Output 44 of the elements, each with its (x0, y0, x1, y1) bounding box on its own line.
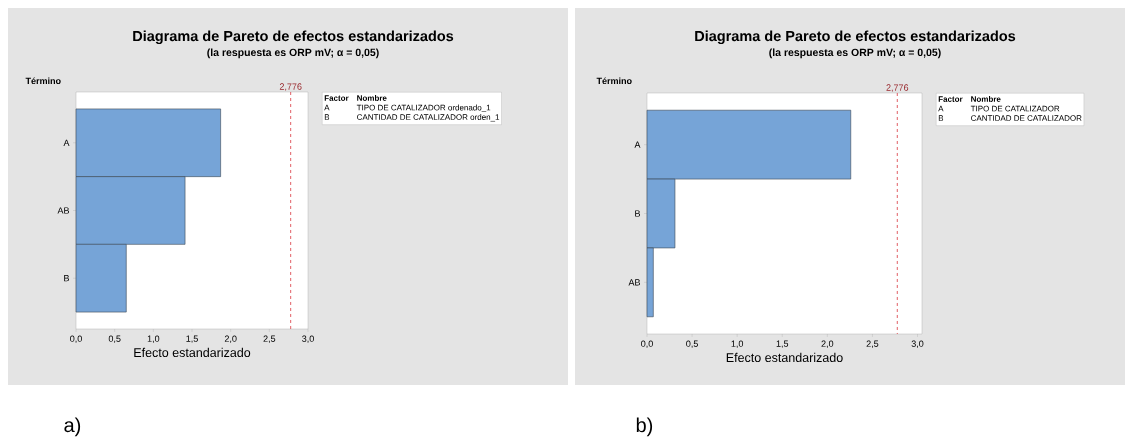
text: TIPO DE CATALIZADOR (970, 105, 1060, 112)
text: b) (636, 417, 653, 437)
x-tick-label: 1,5 (186, 335, 198, 343)
chart-title: Diagrama de Pareto de efectos estandarizados (695, 30, 1016, 45)
y-tick-label: AB (57, 207, 70, 214)
x-tick-label: 0,0 (641, 340, 653, 348)
text: Factor (938, 96, 963, 102)
text: CANTIDAD DE CATALIZADOR orden_1 (357, 114, 500, 122)
y-tick-label: AB (628, 279, 641, 286)
chart-subtitle: (la respuesta es ORP mV; α = 0,05) (769, 48, 941, 59)
text: A (938, 105, 944, 112)
text: TIPO DE CATALIZADOR ordenado_1 (356, 104, 491, 112)
ref-line-label: 2,776 (886, 84, 909, 92)
chart-title: Diagrama de Pareto de efectos estandarizados (133, 30, 454, 45)
y-axis-title: Término (25, 77, 61, 85)
y-axis-title: Término (596, 77, 632, 85)
text: a) (64, 417, 81, 437)
text: B (324, 114, 330, 120)
x-tick-label: 0,5 (686, 340, 698, 348)
text: Factor (324, 95, 349, 101)
x-tick-label: 2,0 (821, 340, 834, 348)
text: Nombre (357, 95, 387, 101)
y-tick-label: A (634, 141, 641, 148)
x-tick-label: 1,5 (776, 340, 789, 348)
y-tick-label: B (64, 275, 70, 282)
text: Nombre (971, 96, 1001, 102)
x-tick-label: 3,0 (911, 340, 924, 348)
x-tick-label: 2,5 (263, 335, 276, 343)
x-tick-label: 2,5 (866, 340, 879, 348)
y-tick-label: A (63, 139, 70, 146)
ref-line-label: 2,776 (279, 83, 302, 91)
x-tick-label: 0,0 (70, 335, 82, 343)
x-axis-title: Efecto estandarizado (726, 352, 843, 363)
text: A (324, 104, 330, 111)
y-tick-label: B (635, 210, 641, 217)
x-tick-label: 1,0 (731, 340, 744, 348)
x-tick-label: 3,0 (302, 335, 314, 343)
text: CANTIDAD DE CATALIZADOR (971, 115, 1082, 121)
chart-subtitle: (la respuesta es ORP mV; α = 0,05) (207, 48, 379, 59)
text: B (938, 115, 944, 121)
x-tick-label: 0,5 (108, 335, 121, 343)
x-tick-label: 1,0 (147, 335, 160, 343)
x-tick-label: 2,0 (224, 335, 237, 343)
x-axis-title: Efecto estandarizado (134, 347, 251, 358)
